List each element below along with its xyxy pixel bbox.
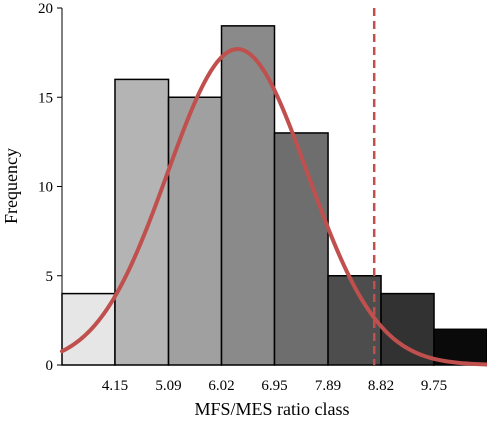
histogram-bar-7 (380, 292, 435, 366)
y-tick-label: 5 (46, 269, 54, 285)
x-tick-label: 6.95 (261, 378, 287, 394)
y-tick-label: 10 (38, 180, 53, 196)
x-tick-label: 6.02 (208, 378, 234, 394)
histogram-bar-2 (114, 78, 170, 366)
y-tick-label: 15 (38, 90, 53, 106)
y-tick-label: 20 (38, 1, 53, 17)
x-tick-label: 9.75 (421, 378, 447, 394)
x-tick-label: 4.15 (102, 378, 128, 394)
x-axis-tick-labels: 4.15 5.09 6.02 6.95 7.89 8.82 9.75 (102, 378, 447, 394)
x-tick-label: 5.09 (155, 378, 181, 394)
y-axis-ticks: 0 5 10 15 20 (38, 1, 62, 374)
x-axis-title: MFS/MES ratio class (194, 399, 349, 419)
normal-distribution-curve (60, 47, 487, 367)
histogram-bars (61, 25, 487, 366)
y-axis-title: Frequency (1, 148, 21, 224)
histogram-bar-3 (167, 96, 223, 366)
y-tick-label: 0 (46, 358, 54, 374)
x-tick-label: 8.82 (368, 378, 394, 394)
histogram-bar-5 (273, 132, 329, 366)
x-tick-label: 7.89 (315, 378, 341, 394)
